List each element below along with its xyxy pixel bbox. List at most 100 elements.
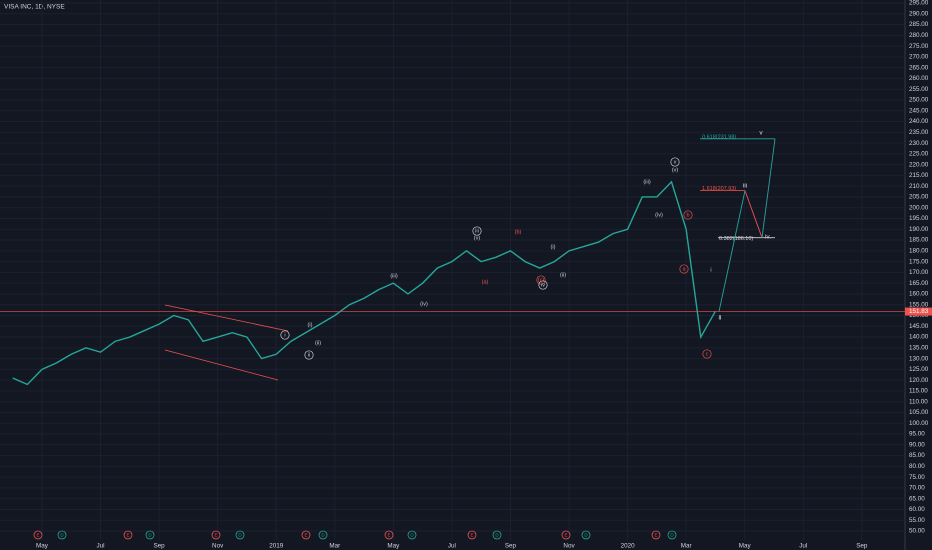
y-tick-label: 195.00	[909, 215, 929, 222]
event-marker	[145, 530, 155, 540]
y-tick-label: 285.00	[909, 21, 929, 28]
event-label: D	[410, 533, 414, 538]
y-tick-label: 125.00	[909, 366, 929, 373]
x-tick-label: May	[739, 543, 752, 550]
y-tick-label: 130.00	[909, 355, 929, 362]
y-tick-label: 275.00	[909, 43, 929, 50]
event-marker	[33, 530, 43, 540]
event-marker	[667, 530, 677, 540]
y-tick-label: 175.00	[909, 258, 929, 265]
wave-label: ii	[308, 352, 310, 358]
y-tick-label: 120.00	[909, 377, 929, 384]
y-tick-label: 255.00	[909, 86, 929, 93]
wave-label: (ii)	[315, 340, 321, 346]
event-marker	[561, 530, 571, 540]
wave-circle	[679, 264, 689, 274]
wave-label: c	[706, 351, 709, 357]
event-label: D	[495, 533, 499, 538]
y-tick-label: 190.00	[909, 226, 929, 233]
wave-circle	[472, 226, 482, 236]
x-tick-label: Sep	[856, 543, 868, 550]
event-marker	[301, 530, 311, 540]
channel-line	[164, 349, 279, 381]
event-label: E	[387, 533, 390, 538]
y-tick-label: 105.00	[909, 409, 929, 416]
projection-label: v	[759, 130, 763, 137]
x-tick-label: Jul	[97, 543, 105, 550]
y-tick-label: 295.00	[909, 0, 929, 7]
y-tick-label: 200.00	[909, 204, 929, 211]
wave-circle	[280, 330, 290, 340]
projection-line	[761, 138, 776, 238]
y-tick-label: 60.00	[909, 506, 925, 513]
y-tick-label: 180.00	[909, 248, 929, 255]
event-marker	[407, 530, 417, 540]
x-tick-label: 2020	[621, 543, 636, 550]
x-tick-label: May	[36, 543, 49, 550]
wave-circle	[538, 280, 548, 290]
wave-circle	[702, 349, 712, 359]
event-marker	[123, 530, 133, 540]
fib-label: 0.382(186.10)	[719, 236, 753, 242]
wave-circle	[536, 275, 546, 285]
x-tick-label: Nov	[212, 543, 224, 550]
fib-label: 1.618(207.93)	[702, 186, 736, 192]
projection-line	[718, 190, 746, 312]
wave-label: i	[284, 332, 285, 338]
y-tick-label: 210.00	[909, 183, 929, 190]
event-label: E	[470, 533, 473, 538]
y-tick-label: 290.00	[909, 10, 929, 17]
wave-label: (iii)	[643, 179, 650, 185]
y-tick-label: 220.00	[909, 161, 929, 168]
projection-label: iv.	[765, 234, 771, 241]
x-tick-label: Jul	[799, 543, 807, 550]
event-marker	[581, 530, 591, 540]
y-tick-label: 270.00	[909, 54, 929, 61]
y-tick-label: 160.00	[909, 291, 929, 298]
y-tick-label: 110.00	[909, 398, 928, 405]
y-tick-label: 135.00	[909, 344, 929, 351]
y-tick-label: 240.00	[909, 118, 929, 125]
y-tick-label: 155.00	[909, 301, 929, 308]
wave-label: i	[710, 267, 711, 273]
y-tick-label: 165.00	[909, 280, 929, 287]
x-tick-label: Mar	[681, 543, 692, 550]
wave-label: (v)	[672, 167, 679, 173]
wave-circle	[670, 157, 680, 167]
chart-title: VISA INC, 1D, NYSE	[4, 4, 65, 11]
channel-line	[164, 304, 289, 332]
event-label: D	[238, 533, 242, 538]
y-tick-label: 230.00	[909, 140, 929, 147]
y-tick-label: 235.00	[909, 129, 929, 136]
y-tick-label: 90.00	[909, 441, 925, 448]
event-label: D	[60, 533, 64, 538]
y-tick-label: 55.00	[909, 517, 925, 524]
event-marker	[57, 530, 67, 540]
wave-label: (a)	[482, 279, 489, 285]
wave-circle	[683, 210, 693, 220]
projection-line	[744, 190, 763, 238]
projection-label: ii	[719, 315, 722, 322]
x-tick-label: Sep	[153, 543, 165, 550]
event-label: E	[36, 533, 39, 538]
event-label: E	[126, 533, 129, 538]
event-label: D	[670, 533, 674, 538]
y-tick-label: 115.00	[909, 388, 928, 395]
event-marker	[651, 530, 661, 540]
y-tick-label: 100.00	[909, 420, 929, 427]
y-tick-label: 250.00	[909, 97, 929, 104]
wave-label: (i)	[308, 322, 313, 328]
y-tick-label: 245.00	[909, 107, 929, 114]
y-tick-label: 50.00	[909, 528, 925, 535]
event-marker	[318, 530, 328, 540]
wave-label: iv	[541, 282, 545, 288]
y-tick-label: 65.00	[909, 495, 925, 502]
wave-label: (v)	[474, 235, 481, 241]
x-tick-label: Jul	[448, 543, 456, 550]
wave-label: (ii)	[560, 272, 566, 278]
event-label: E	[564, 533, 567, 538]
projection-label: iii	[743, 183, 747, 190]
